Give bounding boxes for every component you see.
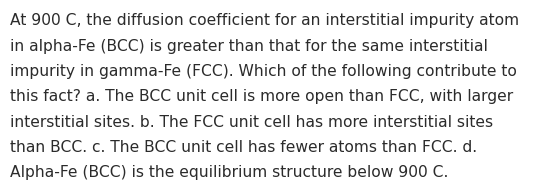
Text: this fact? a. The BCC unit cell is more open than FCC, with larger: this fact? a. The BCC unit cell is more … — [10, 89, 513, 104]
Text: impurity in gamma-Fe (FCC). Which of the following contribute to: impurity in gamma-Fe (FCC). Which of the… — [10, 64, 517, 79]
Text: interstitial sites. b. The FCC unit cell has more interstitial sites: interstitial sites. b. The FCC unit cell… — [10, 115, 493, 130]
Text: than BCC. c. The BCC unit cell has fewer atoms than FCC. d.: than BCC. c. The BCC unit cell has fewer… — [10, 140, 477, 155]
Text: in alpha-Fe (BCC) is greater than that for the same interstitial: in alpha-Fe (BCC) is greater than that f… — [10, 39, 488, 54]
Text: At 900 C, the diffusion coefficient for an interstitial impurity atom: At 900 C, the diffusion coefficient for … — [10, 13, 519, 28]
Text: Alpha-Fe (BCC) is the equilibrium structure below 900 C.: Alpha-Fe (BCC) is the equilibrium struct… — [10, 165, 449, 180]
